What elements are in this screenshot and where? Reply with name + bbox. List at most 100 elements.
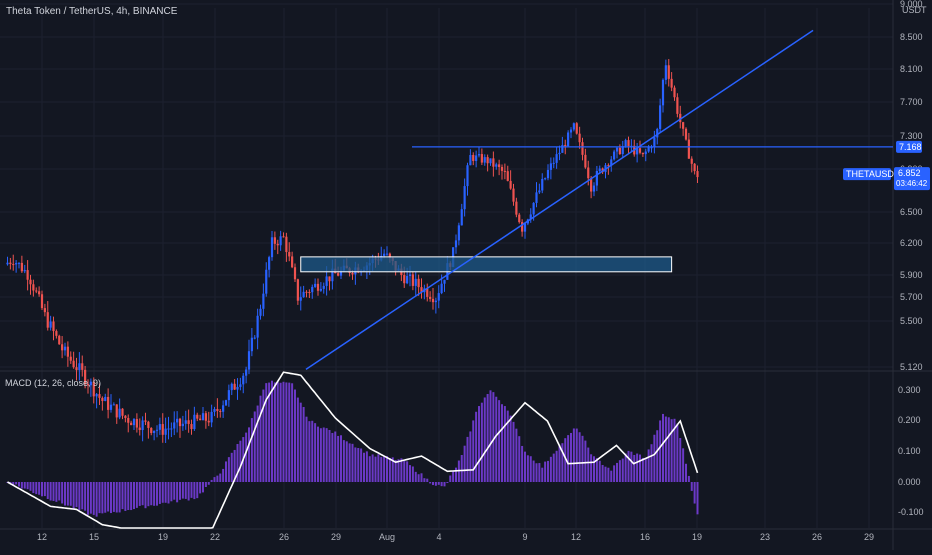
macd-histogram-bar [492,392,495,482]
macd-histogram-bar [509,415,512,482]
macd-histogram-bar [351,443,354,482]
candle-body [150,427,153,433]
macd-signal-line [7,371,699,529]
macd-tick-label: -0.100 [898,507,924,517]
macd-histogram-bar [291,383,294,482]
candle-body [489,158,492,164]
trendline[interactable] [305,29,814,371]
macd-histogram-bar [43,482,46,497]
candle-body [86,384,90,386]
macd-pane [6,371,699,529]
macd-histogram-bar [26,482,29,490]
macd-histogram-bar [411,466,414,482]
macd-histogram-bar [549,456,552,482]
candle-body [46,312,49,328]
macd-histogram-bar [138,482,141,506]
candle-body [403,275,406,284]
candle-body [164,428,167,435]
time-tick-label: 19 [158,532,168,542]
candle-body [535,192,538,203]
candle-body [270,237,274,258]
candle-body [236,386,239,390]
macd-histogram-bar [561,443,564,482]
candle-body [351,272,354,275]
time-axis[interactable]: 12 15 19 22 26 29 Aug 4 9 12 16 19 23 26 29 [37,532,874,542]
candle-body [176,418,179,423]
candle-body [66,346,69,357]
candle-body [15,263,18,265]
macd-histogram-bar [288,382,291,482]
macd-histogram-bar [210,479,213,482]
macd-histogram-bar [135,482,138,508]
macd-histogram-bar [55,482,58,502]
candle-body [52,321,55,332]
last-price-text: 6.852 [898,168,921,178]
macd-histogram-bar [575,428,578,482]
macd-histogram-bar [558,444,561,482]
candle-body [595,170,598,186]
candle-body [414,278,417,286]
macd-histogram-bar [357,448,360,482]
macd-histogram-bar [38,482,41,495]
macd-histogram-bar [572,428,575,482]
macd-histogram-bar [167,482,170,504]
candle-body [233,383,236,390]
time-tick-label: 15 [89,532,99,542]
macd-tick-label: 0.300 [898,385,921,395]
macd-histogram-bar [92,482,95,515]
macd-histogram-bar [633,454,636,482]
candle-body [434,300,437,303]
chart-title: Theta Token / TetherUS, 4h, BINANCE [6,6,178,17]
candle-body [132,419,136,426]
macd-histogram-bar [463,445,466,482]
macd-histogram-bar [495,396,498,482]
candle-body [173,422,176,429]
macd-histogram-bar [81,482,84,510]
candle-body [75,367,78,371]
drawing-lines[interactable] [300,29,893,371]
macd-histogram-bar [621,458,624,482]
candle-body [552,162,555,164]
macd-histogram-bar [311,420,314,482]
candle-body [26,270,29,280]
candle-body [610,159,613,166]
candle-body [690,158,693,164]
candle-body [256,315,259,338]
candle-body [339,270,343,276]
macd-histogram-bar [29,482,32,491]
macd-histogram-bar [383,456,386,482]
macd-histogram-bar [121,482,124,510]
macd-histogram-bar [667,417,670,482]
time-tick-label: 26 [812,532,822,542]
candle-body [273,237,276,244]
candle-body [426,288,429,297]
support-zone[interactable] [300,256,673,273]
time-tick-label: 19 [692,532,702,542]
macd-histogram-bar [66,482,69,506]
price-tick-label: 6.200 [900,238,923,248]
macd-histogram-bar [268,382,271,482]
candle-body [170,428,173,430]
candle-body [190,424,193,430]
candle-body [61,344,64,351]
candle-body [216,409,219,411]
macd-histogram-bar [526,455,529,482]
macd-axis[interactable]: 0.300 0.200 0.100 0.000 -0.100 [898,385,924,517]
candle-body [592,185,596,192]
candle-body [567,132,570,147]
macd-histogram-bar [225,461,227,482]
macd-histogram-bar [443,482,446,487]
candle-body [121,408,124,416]
candle-body [98,394,101,398]
macd-histogram-bar [61,482,64,504]
macd-histogram-bar [593,456,595,482]
macd-histogram-bar [193,482,196,500]
macd-histogram-bar [161,482,164,503]
level-tag-text: 7.168 [899,142,922,152]
candle-body [279,236,282,246]
macd-histogram-bar [567,435,570,482]
macd-histogram-bar [233,449,236,482]
macd-histogram-bar [613,465,616,482]
